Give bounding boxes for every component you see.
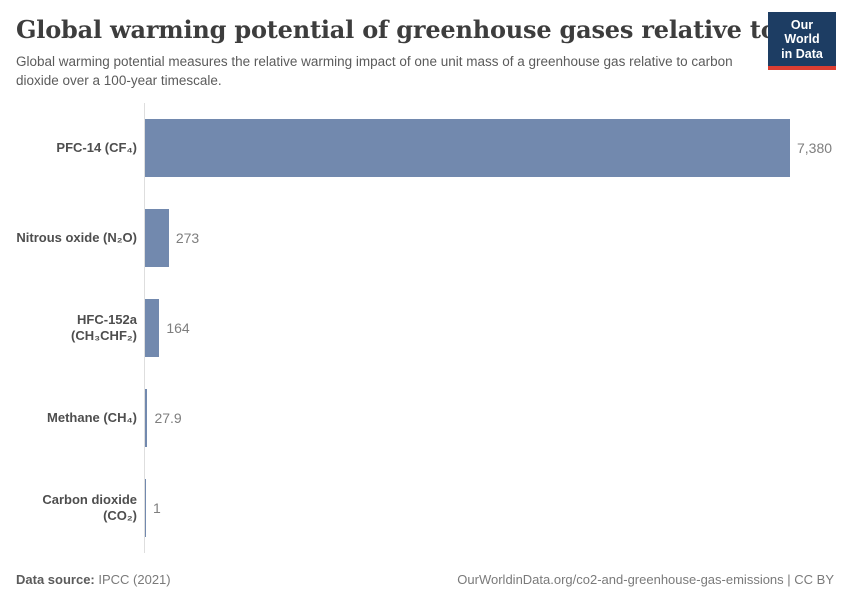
value-label: 27.9: [154, 410, 182, 426]
owid-logo-line2: in Data: [781, 46, 823, 61]
category-label: Nitrous oxide (N₂O): [16, 230, 137, 246]
credit-link[interactable]: OurWorldinData.org/co2-and-greenhouse-ga…: [457, 572, 834, 587]
category-label: Carbon dioxide (CO₂): [42, 492, 137, 523]
row-plot-area: 273: [144, 193, 834, 283]
bar[interactable]: [145, 119, 790, 177]
bar-row: Nitrous oxide (N₂O) 273: [16, 193, 834, 283]
row-plot-area: 7,380: [144, 103, 834, 193]
owid-logo-line1: Our World: [784, 18, 820, 47]
row-plot-area: 27.9: [144, 373, 834, 463]
category-label: Methane (CH₄): [47, 410, 137, 426]
value-label: 7,380: [797, 140, 833, 156]
value-label: 1: [153, 500, 161, 516]
bar-row: Carbon dioxide (CO₂) 1: [16, 463, 834, 553]
chart-subtitle: Global warming potential measures the re…: [16, 54, 733, 89]
row-plot-area: 1: [144, 463, 834, 553]
owid-logo[interactable]: Our World in Data: [768, 12, 836, 71]
value-label: 164: [166, 320, 190, 336]
row-plot-area: 164: [144, 283, 834, 373]
data-source: Data source: IPCC (2021): [16, 572, 171, 587]
data-source-value: IPCC (2021): [94, 572, 171, 587]
category-label: HFC-152a (CH₃CHF₂): [71, 312, 137, 343]
bar[interactable]: [145, 479, 146, 537]
bar-row: HFC-152a (CH₃CHF₂) 164: [16, 283, 834, 373]
bar[interactable]: [145, 209, 169, 267]
bar-row: PFC-14 (CF₄) 7,380: [16, 103, 834, 193]
chart-title: Global warming potential of greenhouse g…: [16, 15, 835, 44]
category-label: PFC-14 (CF₄): [56, 140, 137, 156]
bar-chart: PFC-14 (CF₄) 7,380 Nitrous oxide (N₂O) 2…: [16, 103, 834, 553]
value-label: 273: [175, 230, 200, 246]
bar-row: Methane (CH₄) 27.9: [16, 373, 834, 463]
bar[interactable]: [145, 389, 148, 447]
data-source-label: Data source:: [16, 572, 95, 587]
bar[interactable]: [145, 299, 160, 357]
chart-footer: Data source: IPCC (2021) OurWorldinData.…: [16, 572, 834, 587]
